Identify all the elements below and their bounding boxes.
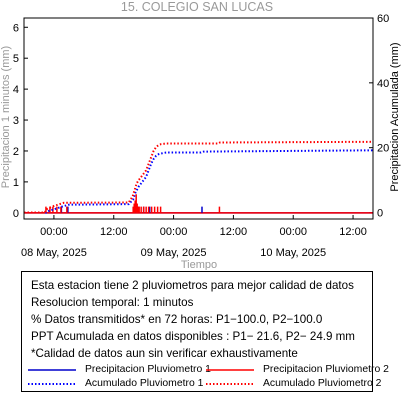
x-tick-label: 00:00	[160, 226, 188, 238]
legend-label: Precipitacion Pluviometro 2	[263, 364, 389, 375]
rainfall-chart: 15. COLEGIO SAN LUCAS Precipitacion 1 mi…	[0, 0, 401, 270]
legend-label: Acumulado Pluviometro 1	[85, 378, 204, 389]
info-line-stations: Esta estacion tiene 2 pluviometros para …	[31, 279, 354, 292]
legend-swatch-dotted-red	[206, 380, 254, 388]
info-box: Esta estacion tiene 2 pluviometros para …	[21, 271, 389, 392]
y-axis-left-label: Precipitacion 1 minutos (mm)	[0, 46, 12, 188]
x-axis-label: Tiempo	[181, 259, 217, 270]
x-tick-label: 00:00	[40, 226, 68, 238]
legend-swatch-solid-blue	[28, 366, 76, 374]
info-line-accumulated: PPT Acumulada en datos disponibles : P1−…	[31, 330, 355, 343]
y-right-tick-label: 60	[377, 13, 389, 25]
y-left-tick-label: 2	[13, 146, 19, 158]
x-tick-label: 00:00	[279, 226, 307, 238]
x-tick-date-label: 08 May, 2025	[21, 247, 87, 259]
legend-label: Precipitacion Pluviometro 1	[85, 364, 211, 375]
x-tick-label: 12:00	[220, 226, 248, 238]
y-right-tick-label: 0	[377, 208, 383, 220]
legend-item-accum-p2: Acumulado Pluviometro 2	[206, 378, 381, 392]
chart-title: 15. COLEGIO SAN LUCAS	[121, 0, 273, 14]
legend-swatch-solid-red	[206, 366, 254, 374]
info-line-quality-note: *Calidad de datos aun sin verificar exha…	[31, 347, 298, 360]
y-left-tick-label: 6	[13, 22, 19, 34]
y-left-tick-label: 0	[13, 208, 19, 220]
y-left-tick-label: 1	[13, 177, 19, 189]
y-axis-right-label: Precipitacion Acumulada (mm)	[389, 42, 401, 191]
accumulated-line	[24, 149, 374, 214]
legend-item-precip-p1: Precipitacion Pluviometro 1	[28, 364, 211, 378]
info-line-resolution: Resolucion temporal: 1 minutos	[31, 296, 194, 309]
y-left-tick-label: 3	[13, 115, 19, 127]
plot-frame	[23, 17, 374, 220]
legend-swatch-dotted-blue	[28, 380, 76, 388]
y-right-tick-label: 40	[377, 78, 389, 90]
x-tick-label: 12:00	[100, 226, 128, 238]
info-line-transmitted: % Datos transmitidos* en 72 horas: P1−10…	[31, 313, 323, 326]
legend-item-accum-p1: Acumulado Pluviometro 1	[28, 378, 208, 392]
y-right-tick-label: 20	[377, 143, 389, 155]
accumulated-line	[24, 140, 374, 214]
x-tick-date-label: 10 May, 2025	[260, 247, 326, 259]
y-left-tick-label: 5	[13, 53, 19, 65]
x-tick-label: 12:00	[339, 226, 367, 238]
legend-label: Acumulado Pluviometro 2	[263, 378, 382, 389]
y-left-tick-label: 4	[13, 84, 19, 96]
legend-item-precip-p2: Precipitacion Pluviometro 2	[206, 364, 389, 378]
x-tick-date-label: 09 May, 2025	[141, 247, 207, 259]
